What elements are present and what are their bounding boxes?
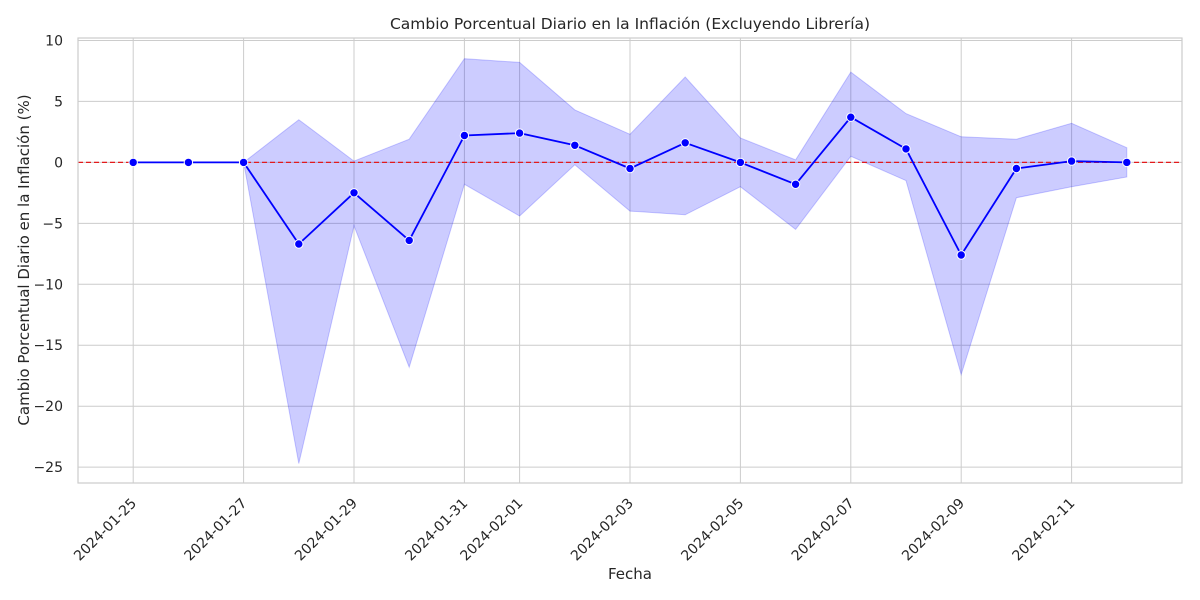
data-point: [183, 157, 194, 168]
data-point: [1011, 163, 1022, 174]
data-point: [846, 112, 856, 122]
y-tick-label: 5: [54, 94, 63, 110]
data-points-layer: [128, 112, 1132, 260]
data-point: [735, 157, 746, 168]
data-point: [956, 250, 966, 260]
y-tick-label: −25: [33, 460, 63, 476]
chart-title: Cambio Porcentual Diario en la Inflación…: [390, 15, 870, 33]
data-point: [294, 239, 304, 249]
data-point: [514, 128, 525, 138]
data-point: [570, 140, 580, 151]
y-tick-labels: 10 5 0 −5 −10 −15 −20 −25: [33, 33, 63, 476]
data-point: [238, 157, 249, 168]
y-tick-label: −15: [33, 338, 63, 354]
data-point: [1066, 156, 1077, 166]
data-point: [901, 144, 911, 154]
grid: [78, 38, 1182, 483]
x-axis-title: Fecha: [608, 565, 652, 583]
data-point: [680, 138, 690, 148]
data-point: [459, 130, 470, 141]
data-point: [790, 179, 801, 190]
data-point: [1122, 157, 1132, 168]
data-point: [349, 188, 359, 198]
plot-frame: [77, 37, 1183, 484]
y-tick-label: −20: [33, 399, 63, 415]
y-tick-label: 0: [54, 155, 63, 171]
y-tick-label: 10: [45, 33, 63, 49]
y-tick-label: −10: [33, 277, 63, 293]
y-axis-title: Cambio Porcentual Diario en la Inflación…: [15, 94, 33, 425]
data-point: [625, 163, 635, 174]
data-point: [404, 235, 414, 246]
data-point: [128, 157, 138, 168]
y-tick-label: −5: [42, 216, 63, 232]
